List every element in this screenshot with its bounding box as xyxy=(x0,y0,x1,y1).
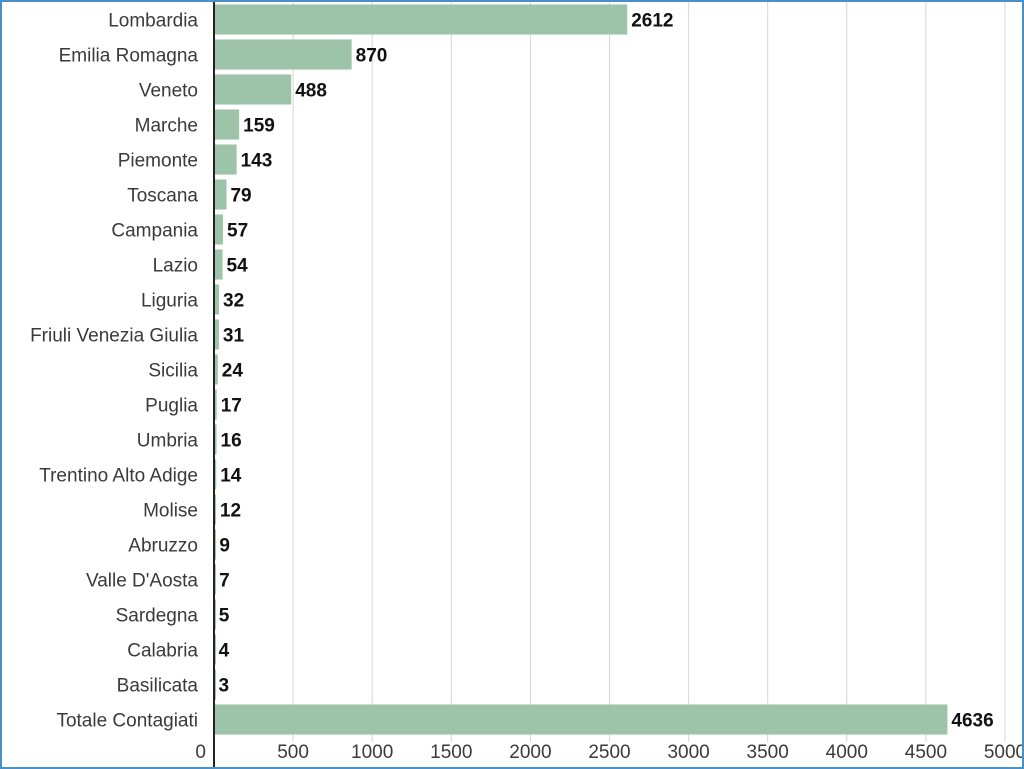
data-label: 17 xyxy=(221,396,242,417)
x-tick-label: 3000 xyxy=(667,742,709,763)
bar xyxy=(215,424,217,455)
labels: 0 500 1000 1500 2000 2500 3000 3500 4000 4500 5000… xyxy=(30,11,1022,764)
data-label: 488 xyxy=(295,81,327,102)
category-label: Piemonte xyxy=(118,151,198,172)
data-label: 32 xyxy=(223,291,244,312)
category-label: Molise xyxy=(143,501,198,522)
x-tick-label: 3500 xyxy=(747,742,789,763)
data-label: 9 xyxy=(219,536,230,557)
data-label: 16 xyxy=(221,431,242,452)
category-label: Friuli Venezia Giulia xyxy=(30,326,198,347)
category-label: Calabria xyxy=(127,641,198,662)
data-label: 14 xyxy=(220,466,242,487)
x-tick-label: 1000 xyxy=(351,742,393,763)
data-label: 12 xyxy=(220,501,241,522)
bar xyxy=(215,109,240,140)
data-label: 4 xyxy=(219,641,230,662)
bar xyxy=(215,669,216,700)
bar xyxy=(215,354,218,385)
bar xyxy=(215,74,292,105)
x-tick-label: 5000 xyxy=(984,742,1022,763)
bar xyxy=(215,4,628,35)
bar xyxy=(215,39,352,70)
category-label: Totale Contagiati xyxy=(56,711,198,732)
category-label: Emilia Romagna xyxy=(59,46,199,67)
bar xyxy=(215,634,216,665)
data-label: 24 xyxy=(222,361,244,382)
category-label: Puglia xyxy=(145,396,198,417)
category-label: Sicilia xyxy=(148,361,198,382)
bar xyxy=(215,214,224,245)
bar xyxy=(215,144,237,175)
bar xyxy=(215,389,217,420)
data-label: 31 xyxy=(223,326,245,347)
bar xyxy=(215,249,223,280)
category-label: Lazio xyxy=(153,256,198,277)
data-label: 57 xyxy=(227,221,248,242)
data-label: 7 xyxy=(219,571,230,592)
bar xyxy=(215,459,217,490)
category-label: Marche xyxy=(135,116,198,137)
data-label: 54 xyxy=(227,256,249,277)
category-label: Trentino Alto Adige xyxy=(39,466,198,487)
category-label: Campania xyxy=(111,221,198,242)
data-label: 159 xyxy=(243,116,275,137)
category-label: Umbria xyxy=(137,431,199,452)
category-label: Lombardia xyxy=(108,11,198,32)
bar xyxy=(215,319,219,350)
bar xyxy=(215,529,216,560)
x-tick-label: 2500 xyxy=(588,742,630,763)
category-label: Liguria xyxy=(141,291,198,312)
x-tick-label: 2000 xyxy=(509,742,551,763)
data-label: 2612 xyxy=(631,11,673,32)
category-label: Sardegna xyxy=(116,606,199,627)
grid-lines xyxy=(292,2,1006,742)
bar xyxy=(215,284,220,315)
data-label: 79 xyxy=(230,186,251,207)
data-label: 5 xyxy=(219,606,230,627)
bars xyxy=(215,4,948,735)
bar xyxy=(215,599,216,630)
category-label: Valle D'Aosta xyxy=(86,571,198,592)
x-tick-label: 4000 xyxy=(826,742,868,763)
data-label: 4636 xyxy=(951,711,993,732)
data-label: 870 xyxy=(356,46,388,67)
data-label: 143 xyxy=(241,151,273,172)
bar xyxy=(215,564,216,595)
category-label: Toscana xyxy=(127,186,198,207)
category-label: Basilicata xyxy=(117,676,199,697)
category-label: Abruzzo xyxy=(128,536,198,557)
x-tick-label: 1500 xyxy=(430,742,472,763)
bar xyxy=(215,179,227,210)
data-label: 3 xyxy=(218,676,229,697)
category-label: Veneto xyxy=(139,81,198,102)
x-tick-label: 500 xyxy=(277,742,309,763)
bar xyxy=(215,704,948,735)
x-tick-label: 4500 xyxy=(905,742,947,763)
x-tick-label: 0 xyxy=(195,742,206,763)
bar xyxy=(215,494,216,525)
